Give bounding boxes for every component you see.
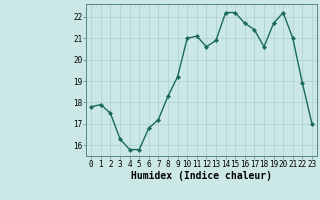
X-axis label: Humidex (Indice chaleur): Humidex (Indice chaleur) [131,171,272,181]
